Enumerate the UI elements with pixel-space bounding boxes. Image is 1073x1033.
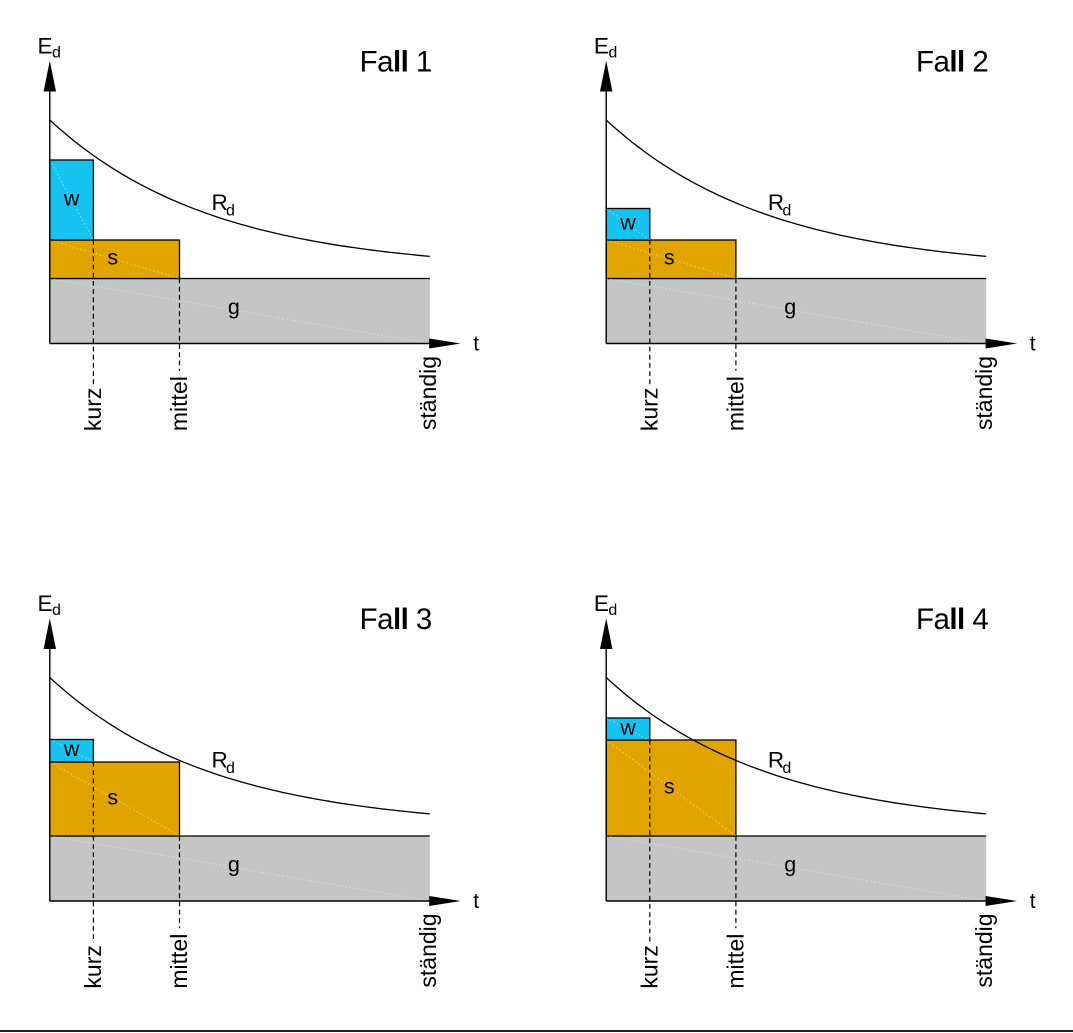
- svg-text:Fall 3: Fall 3: [360, 603, 432, 636]
- svg-text:E: E: [594, 591, 609, 616]
- svg-text:R: R: [768, 748, 784, 773]
- svg-text:mittel: mittel: [723, 376, 749, 431]
- svg-text:d: d: [52, 45, 61, 62]
- svg-text:d: d: [782, 760, 791, 777]
- svg-text:t: t: [473, 333, 479, 356]
- svg-text:Fall 1: Fall 1: [360, 46, 432, 79]
- svg-text:g: g: [228, 295, 240, 319]
- svg-text:ständig: ständig: [971, 913, 997, 987]
- svg-text:t: t: [1030, 890, 1036, 913]
- svg-text:mittel: mittel: [723, 934, 749, 989]
- svg-text:kurz: kurz: [80, 388, 106, 431]
- svg-text:E: E: [38, 591, 53, 616]
- svg-text:d: d: [608, 602, 617, 619]
- svg-text:d: d: [52, 602, 61, 619]
- svg-text:ständig: ständig: [415, 356, 441, 430]
- svg-text:g: g: [784, 295, 796, 319]
- svg-text:s: s: [107, 246, 118, 270]
- svg-text:Fall 4: Fall 4: [916, 603, 988, 636]
- svg-text:mittel: mittel: [166, 934, 192, 989]
- svg-text:R: R: [212, 190, 228, 215]
- svg-text:E: E: [38, 33, 53, 58]
- svg-text:R: R: [212, 748, 228, 773]
- svg-text:kurz: kurz: [80, 945, 106, 988]
- svg-text:d: d: [226, 203, 235, 220]
- svg-text:ständig: ständig: [415, 913, 441, 987]
- svg-text:E: E: [594, 33, 609, 58]
- svg-text:kurz: kurz: [636, 388, 662, 431]
- svg-text:s: s: [664, 246, 675, 270]
- svg-text:g: g: [784, 853, 796, 877]
- svg-text:t: t: [473, 890, 479, 913]
- svg-text:w: w: [619, 211, 636, 235]
- svg-text:s: s: [664, 774, 675, 798]
- svg-text:g: g: [228, 853, 240, 877]
- svg-text:mittel: mittel: [166, 376, 192, 431]
- svg-text:s: s: [107, 785, 118, 809]
- svg-text:d: d: [782, 203, 791, 220]
- svg-text:R: R: [768, 190, 784, 215]
- svg-text:w: w: [619, 715, 636, 739]
- svg-text:ständig: ständig: [971, 356, 997, 430]
- svg-text:w: w: [63, 186, 80, 210]
- svg-text:t: t: [1030, 333, 1036, 356]
- svg-text:kurz: kurz: [636, 945, 662, 988]
- svg-text:Fall 2: Fall 2: [916, 46, 988, 79]
- svg-text:w: w: [63, 737, 80, 761]
- svg-text:d: d: [226, 760, 235, 777]
- svg-text:d: d: [608, 45, 617, 62]
